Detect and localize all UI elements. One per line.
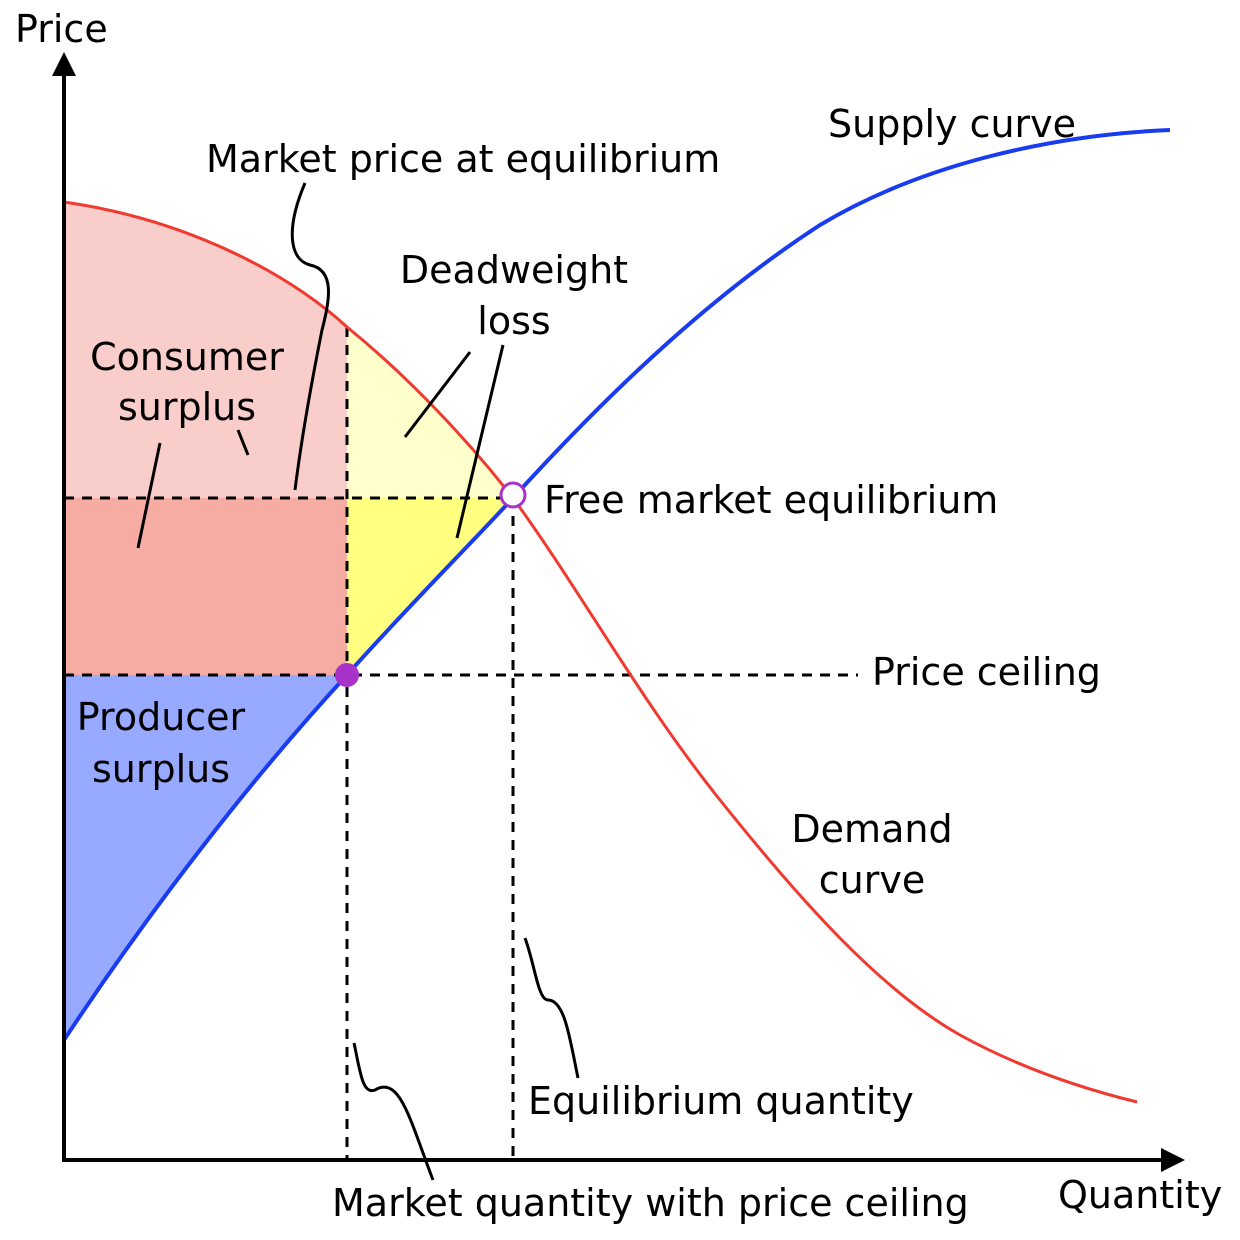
deadweight-label-line1: Deadweight xyxy=(400,248,628,292)
equilibrium-quantity-leader xyxy=(523,937,580,1079)
price-ceiling-label: Price ceiling xyxy=(872,650,1101,694)
equilibrium-quantity-label: Equilibrium quantity xyxy=(528,1079,914,1123)
producer-surplus-label-line1: Producer xyxy=(77,695,246,739)
consumer-surplus-label-line2: surplus xyxy=(118,385,256,429)
consumer-surplus-leader-left xyxy=(136,442,162,549)
price-ceiling-point xyxy=(335,663,359,687)
deadweight-leader-upper xyxy=(403,351,472,438)
transfer-area xyxy=(64,498,347,675)
market-quantity-leader xyxy=(352,1042,435,1181)
deadweight-label-line2: loss xyxy=(477,299,550,343)
consumer-surplus-label-line1: Consumer xyxy=(90,335,284,379)
y-axis-label: Price xyxy=(15,7,108,51)
demand-curve-label-line1: Demand xyxy=(791,807,952,851)
free-market-equilibrium-label: Free market equilibrium xyxy=(544,478,998,522)
x-axis-label: Quantity xyxy=(1058,1173,1222,1217)
producer-surplus-area xyxy=(64,675,347,1040)
market-quantity-label: Market quantity with price ceiling xyxy=(332,1181,969,1225)
deadweight-leader-lower xyxy=(455,344,505,539)
y-axis-arrow-icon xyxy=(52,52,76,76)
demand-curve xyxy=(63,200,1138,1104)
market-price-leader xyxy=(290,182,330,491)
consumer-surplus-leader-right xyxy=(236,429,250,456)
supply-curve-label: Supply curve xyxy=(828,102,1076,146)
demand-curve-label-line2: curve xyxy=(819,858,925,902)
market-price-label: Market price at equilibrium xyxy=(206,137,720,181)
x-axis-arrow-icon xyxy=(1161,1148,1185,1172)
free-market-equilibrium-point xyxy=(499,481,527,509)
producer-surplus-label-line2: surplus xyxy=(92,747,230,791)
deadweight-loss-upper-area xyxy=(347,327,513,498)
deadweight-loss-lower-area xyxy=(347,498,513,675)
